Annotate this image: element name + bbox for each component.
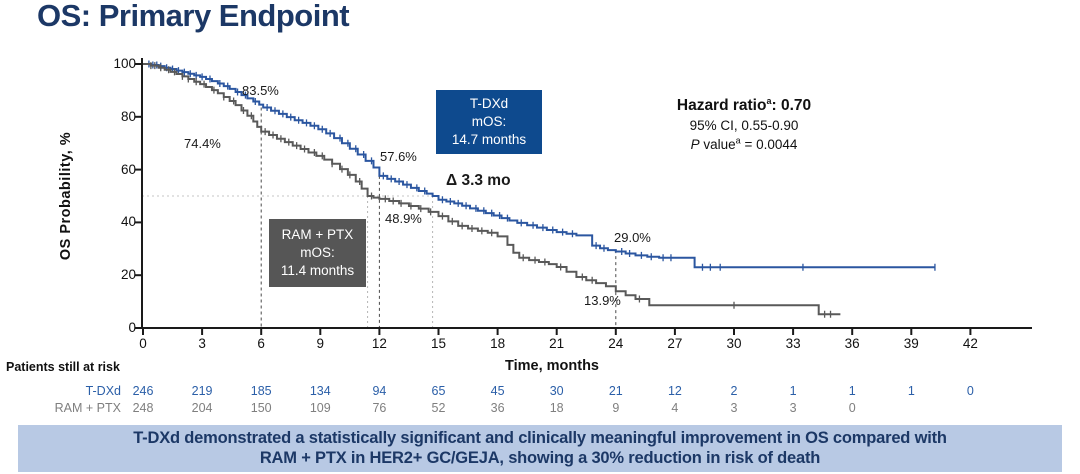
x-tick-label: 39: [903, 336, 919, 351]
x-tick-label: 36: [844, 336, 860, 351]
risk-count: 3: [789, 401, 797, 415]
risk-count: 246: [132, 384, 154, 398]
risk-count: 52: [431, 401, 446, 415]
x-tick-label: 33: [785, 336, 801, 351]
confidence-interval-line: 95% CI, 0.55-0.90: [689, 118, 799, 133]
risk-count: 94: [372, 384, 387, 398]
conclusion-line-2: RAM + PTX in HER2+ GC/GEJA, showing a 30…: [259, 448, 821, 467]
tdxd-mos-box-value: 14.7 months: [451, 132, 527, 147]
censor-marks-ram-ptx: [150, 62, 832, 318]
label-tdxd-24mo-pct: 29.0%: [614, 230, 651, 245]
tdxd-mos-box-name: T-DXd: [469, 96, 509, 111]
x-tick-label: 21: [549, 336, 565, 351]
risk-count: 21: [608, 384, 623, 398]
risk-count: 12: [667, 384, 682, 398]
tdxd-mos-box: T-DXd mOS: 14.7 months: [436, 90, 542, 154]
y-tick-label: 80: [120, 108, 136, 124]
risk-count: 109: [309, 401, 331, 415]
ram-mos-box: RAM + PTX mOS: 11.4 months: [269, 219, 366, 287]
y-tick-label: 40: [120, 214, 136, 230]
risk-count: 18: [549, 401, 564, 415]
risk-count: 248: [132, 401, 154, 415]
risk-count: 2: [730, 384, 738, 398]
ram-mos-box-value: 11.4 months: [280, 263, 355, 278]
conclusion-line-1: T-DXd demonstrated a statistically signi…: [133, 429, 947, 447]
risk-count: 150: [250, 401, 272, 415]
x-tick-label: 42: [962, 336, 978, 351]
risk-count: 30: [549, 384, 564, 398]
x-axis-label: Time, months: [505, 358, 599, 374]
risk-row-label: RAM + PTX: [54, 401, 121, 415]
p-value-line: P valuea = 0.0044: [690, 135, 798, 152]
x-tick-label: 30: [726, 336, 742, 351]
label-ram-12mo-pct: 48.9%: [385, 211, 422, 226]
y-tick-label: 0: [128, 320, 136, 335]
label-ram-24mo-pct: 13.9%: [584, 293, 621, 308]
hazard-ratio-line: Hazard ratioa: 0.70: [676, 95, 812, 114]
ram-mos-box-label: mOS:: [300, 245, 335, 260]
conclusion-banner: T-DXd demonstrated a statistically signi…: [18, 425, 1062, 472]
risk-count: 1: [789, 384, 797, 398]
label-tdxd-6mo-pct: 83.5%: [242, 83, 279, 98]
risk-count: 0: [966, 384, 974, 398]
risk-count: 1: [907, 384, 915, 398]
axes: [141, 58, 1032, 329]
y-axis-label: OS Probability, %: [58, 131, 74, 261]
x-tick-label: 6: [257, 336, 265, 351]
x-tick-label: 3: [198, 336, 206, 351]
label-ram-6mo-pct: 74.4%: [184, 136, 221, 151]
risk-count: 65: [431, 384, 446, 398]
risk-count: 4: [671, 401, 679, 415]
km-curve-t-dxd: [143, 63, 935, 269]
y-tick-label: 20: [120, 267, 136, 283]
risk-count: 0: [848, 401, 856, 415]
risk-table-header: Patients still at risk: [6, 360, 120, 374]
risk-row-label: T-DXd: [85, 384, 121, 398]
y-tick-label: 100: [113, 56, 136, 71]
risk-count: 134: [309, 384, 331, 398]
risk-count: 3: [730, 401, 738, 415]
risk-count: 219: [191, 384, 213, 398]
x-tick-label: 12: [371, 336, 387, 351]
page-title: OS: Primary Endpoint: [37, 0, 350, 33]
x-tick-label: 0: [139, 336, 147, 351]
x-tick-label: 15: [430, 336, 447, 351]
x-tick-label: 27: [667, 336, 683, 351]
risk-count: 185: [250, 384, 272, 398]
risk-count: 76: [372, 401, 387, 415]
label-delta-mos: Δ 3.3 mo: [446, 172, 511, 189]
x-tick-label: 24: [608, 336, 624, 351]
x-tick-label: 9: [316, 336, 325, 351]
x-tick-label: 18: [490, 336, 506, 351]
risk-count: 204: [191, 401, 213, 415]
risk-count: 1: [848, 384, 856, 398]
ram-mos-box-name: RAM + PTX: [281, 227, 354, 242]
y-tick-label: 60: [120, 161, 136, 177]
km-curve-ram-ptx: [143, 63, 841, 316]
label-tdxd-12mo-pct: 57.6%: [380, 149, 417, 164]
risk-count: 36: [490, 401, 505, 415]
risk-count: 9: [612, 401, 620, 415]
tdxd-mos-box-label: mOS:: [471, 114, 507, 129]
hazard-ratio-block: Hazard ratioa: 0.70 95% CI, 0.55-0.90 P …: [677, 95, 811, 154]
risk-count: 45: [490, 384, 505, 398]
